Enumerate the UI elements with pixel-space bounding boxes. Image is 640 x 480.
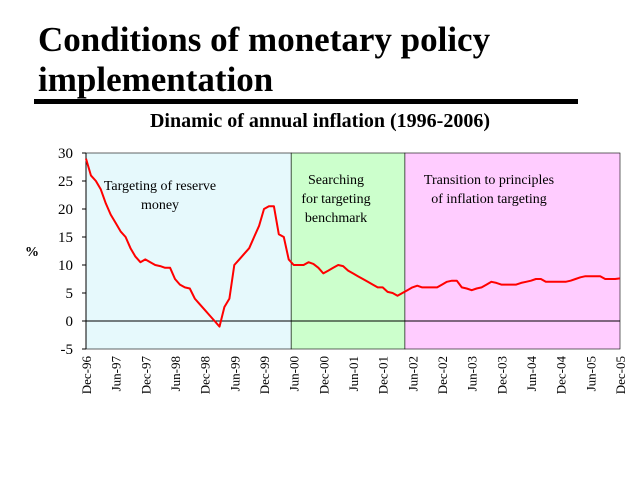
x-tick-label: Jun-98 xyxy=(168,356,183,391)
slide-title: Conditions of monetary policy implementa… xyxy=(38,20,598,100)
series-line-1 xyxy=(85,158,621,328)
x-tick-label: Dec-03 xyxy=(494,356,509,394)
x-tick-label: Jun-97 xyxy=(109,356,124,392)
y-tick-label: 25 xyxy=(58,174,73,190)
region-2-label: for targeting xyxy=(301,192,370,207)
region-labels: Targeting of reserve money Searching for ta… xyxy=(104,173,554,226)
chart-title: Dinamic of annual inflation (1996-2006) xyxy=(149,110,491,132)
slide-title-line-1: Conditions of monetary policy xyxy=(38,20,491,59)
title-divider xyxy=(34,99,578,104)
x-tick-label: Dec-01 xyxy=(376,356,391,394)
slide-title-line-2: implementation xyxy=(38,60,274,99)
x-tick-label: Jun-05 xyxy=(583,356,598,391)
y-tick-label: 10 xyxy=(58,258,73,274)
x-tick-label: Jun-02 xyxy=(405,356,420,391)
x-tick-label: Jun-99 xyxy=(227,356,242,391)
axes: -5 0 5 10 15 20 25 30% Dec-96 Jun-97 Dec-97 Jun-98 D… xyxy=(25,146,628,394)
policy-regions xyxy=(85,152,621,350)
x-tick-label: Dec-02 xyxy=(435,356,450,394)
y-tick-label: -5 xyxy=(61,342,74,358)
region-1-label: Targeting of reserve xyxy=(104,179,216,194)
region-3-label: of inflation targeting xyxy=(431,192,547,207)
y-tick-label: 30 xyxy=(58,146,73,162)
region-1-label: money xyxy=(141,198,179,213)
region-3 xyxy=(404,152,621,350)
x-tick-label: Dec-98 xyxy=(198,356,213,394)
x-tick-label: Dec-97 xyxy=(138,356,153,395)
y-tick-label: 0 xyxy=(66,314,74,330)
x-tick-label: Dec-04 xyxy=(554,356,569,395)
y-tick-label: 5 xyxy=(66,286,74,302)
x-tick-label: Jun-04 xyxy=(524,356,539,392)
x-tick-label: Dec-96 xyxy=(79,356,94,395)
x-tick-label: Dec-99 xyxy=(257,356,272,394)
y-tick-label: 15 xyxy=(58,230,73,246)
y-tick-label: 20 xyxy=(58,202,73,218)
y-axis-label: % xyxy=(25,245,39,260)
x-tick-label: Dec-00 xyxy=(316,356,331,394)
x-tick-label: Jun-01 xyxy=(346,356,361,391)
region-2-label: benchmark xyxy=(305,211,367,226)
region-3-label: Transition to principles xyxy=(424,173,554,188)
x-tick-label: Jun-00 xyxy=(287,356,302,391)
region-2 xyxy=(290,152,406,350)
x-tick-label: Jun-03 xyxy=(465,356,480,391)
series xyxy=(85,158,621,328)
x-tick-label: Dec-05 xyxy=(613,356,628,394)
region-2-label: Searching xyxy=(308,173,364,188)
